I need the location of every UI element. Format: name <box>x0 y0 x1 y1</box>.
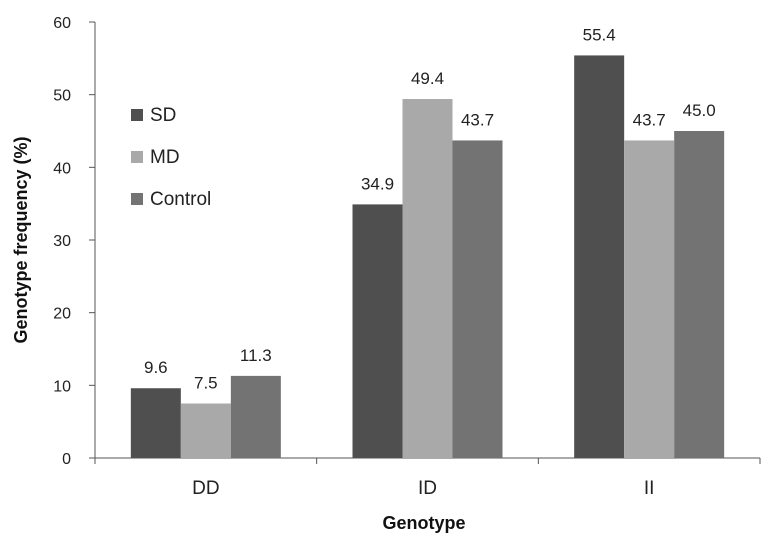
bar-sd-dd <box>130 388 181 458</box>
data-label: 43.7 <box>461 110 494 129</box>
bar-control-dd <box>230 375 281 458</box>
y-tick-label: 60 <box>53 15 71 32</box>
x-tick-label: ID <box>418 478 437 499</box>
data-label: 45.0 <box>683 101 716 120</box>
legend: SD MD Control <box>131 105 211 210</box>
bar-sd-id <box>352 204 403 458</box>
y-tick-label: 0 <box>62 451 71 468</box>
data-label: 49.4 <box>411 69 444 88</box>
legend-swatch-md <box>131 151 143 163</box>
bar-control-ii <box>674 131 725 458</box>
bar-control-id <box>452 140 503 459</box>
x-axis: DD ID II <box>94 457 761 499</box>
x-tick-label: DD <box>192 478 219 499</box>
bar-md-id <box>402 99 453 458</box>
x-axis-title: Genotype <box>382 513 465 533</box>
legend-label-sd: SD <box>150 105 176 126</box>
data-label: 55.4 <box>583 25 616 44</box>
legend-swatch-sd <box>131 109 143 121</box>
y-tick-label: 50 <box>53 88 71 105</box>
data-label: 43.7 <box>633 110 666 129</box>
y-tick-label: 10 <box>53 378 71 395</box>
legend-label-control: Control <box>150 189 211 210</box>
legend-swatch-control <box>131 193 143 205</box>
y-tick-label: 30 <box>53 233 71 250</box>
data-labels: 9.6 7.5 11.3 34.9 49.4 43.7 55.4 43.7 45.0 <box>144 25 716 392</box>
legend-label-md: MD <box>150 147 180 168</box>
y-tick-label: 20 <box>53 306 71 323</box>
x-tick-label: II <box>644 478 655 499</box>
data-label: 11.3 <box>240 346 272 365</box>
y-axis-title: Genotype frequency (%) <box>11 136 31 343</box>
bar-md-ii <box>624 140 675 459</box>
bar-sd-ii <box>574 55 625 458</box>
y-tick-label: 40 <box>53 160 71 177</box>
data-label: 34.9 <box>361 174 394 193</box>
bar-md-dd <box>180 403 231 458</box>
y-axis: 0 10 20 30 40 50 60 <box>53 15 96 468</box>
bars <box>130 55 725 459</box>
data-label: 7.5 <box>194 374 218 393</box>
data-label: 9.6 <box>144 358 168 377</box>
